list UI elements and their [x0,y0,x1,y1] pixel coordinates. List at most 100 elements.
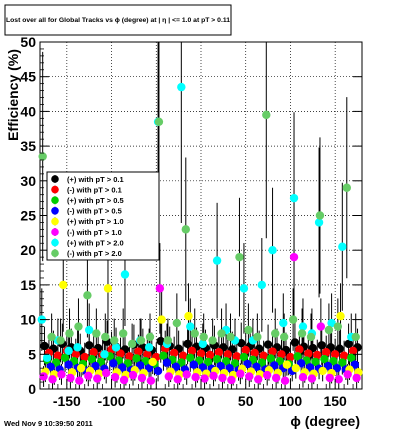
data-point [230,359,240,368]
legend-entry: (+) with pT > 0.5 [67,196,124,205]
data-point [351,332,360,342]
data-point [250,348,259,358]
legend-entry: (-) with pT > 0.5 [67,207,122,216]
data-point [42,353,52,362]
data-point [311,357,320,367]
data-point [84,325,94,335]
data-point [290,338,300,347]
legend-entry: (-) with pT > 1.0 [67,228,122,237]
x-axis-title: ϕ (degree) [290,413,360,429]
data-point [212,354,222,364]
data-point [137,373,147,383]
legend-entry: (+) with pT > 0.1 [67,175,124,184]
data-point [119,375,129,385]
data-point [59,280,68,290]
y-tick-label: 10 [20,312,36,328]
data-point [352,373,361,383]
data-point [38,152,47,161]
data-point [47,332,56,342]
data-point [169,348,179,358]
data-point [128,370,138,380]
data-point [212,256,222,265]
data-point [110,373,120,382]
data-point [177,82,186,92]
legend-marker [51,175,59,183]
data-point [298,373,308,382]
data-point [347,353,356,362]
data-point [178,351,188,360]
y-tick-label: 40 [20,103,36,119]
data-point [209,371,218,381]
chart-title: Lost over all for Global Tracks vs ϕ (de… [6,17,230,24]
data-point [101,332,110,342]
data-point [136,336,146,345]
data-point [232,352,241,361]
data-point [254,375,263,384]
data-point [320,354,329,364]
data-point [103,284,113,293]
data-point [239,284,249,293]
data-point [132,354,141,363]
data-point [314,218,324,227]
data-point [307,374,317,383]
data-point [223,350,233,359]
data-point [333,322,343,331]
chart-title-box: Lost over all for Global Tracks vs ϕ (de… [4,4,232,36]
data-point [48,375,57,384]
data-point [189,360,199,369]
data-point [241,345,250,355]
data-point [87,354,97,364]
data-point [286,352,295,362]
data-point [280,376,290,385]
data-point [226,332,235,342]
data-point [101,368,111,378]
data-point [146,376,156,385]
data-point [46,362,55,371]
y-tick-label: 45 [20,69,36,85]
data-point [218,373,227,383]
y-tick-label: 20 [20,242,36,258]
data-point [259,351,268,360]
x-tick-label: -100 [98,393,126,409]
data-point [135,361,145,370]
data-point [289,252,299,262]
data-point [153,366,163,376]
legend-entry: (+) with pT > 1.0 [67,217,124,226]
data-point [298,322,308,331]
data-point [163,336,173,345]
data-point [291,363,301,373]
data-point [93,374,102,383]
data-point [100,350,109,359]
legend-marker [51,207,59,215]
legend-marker [51,217,59,226]
data-point [244,325,253,335]
data-point [293,352,302,361]
data-point [262,370,272,380]
x-tick-label: -50 [146,393,166,409]
legend-entry: (+) with pT > 2.0 [67,238,124,247]
data-point [304,349,313,358]
data-point [332,363,342,373]
data-point [262,110,271,120]
data-point [221,357,231,366]
data-point [216,361,225,371]
data-point [342,183,351,192]
data-point [208,336,217,345]
data-point [297,329,307,338]
data-point [92,329,101,338]
data-point [148,357,157,367]
axes: 0 5 10 15 20 25 30 35 40 45 50 -150 -100 -50 0 50 100 150 [20,34,363,409]
data-point [155,284,165,293]
data-point [329,357,338,366]
y-tick-label: 5 [28,346,36,362]
data-point [203,357,213,367]
data-point [84,341,94,350]
data-point [187,346,197,356]
data-point [277,350,286,359]
data-point [239,352,249,362]
data-point [327,318,336,328]
data-point [296,359,306,368]
data-point [338,242,347,251]
data-point [144,343,154,352]
